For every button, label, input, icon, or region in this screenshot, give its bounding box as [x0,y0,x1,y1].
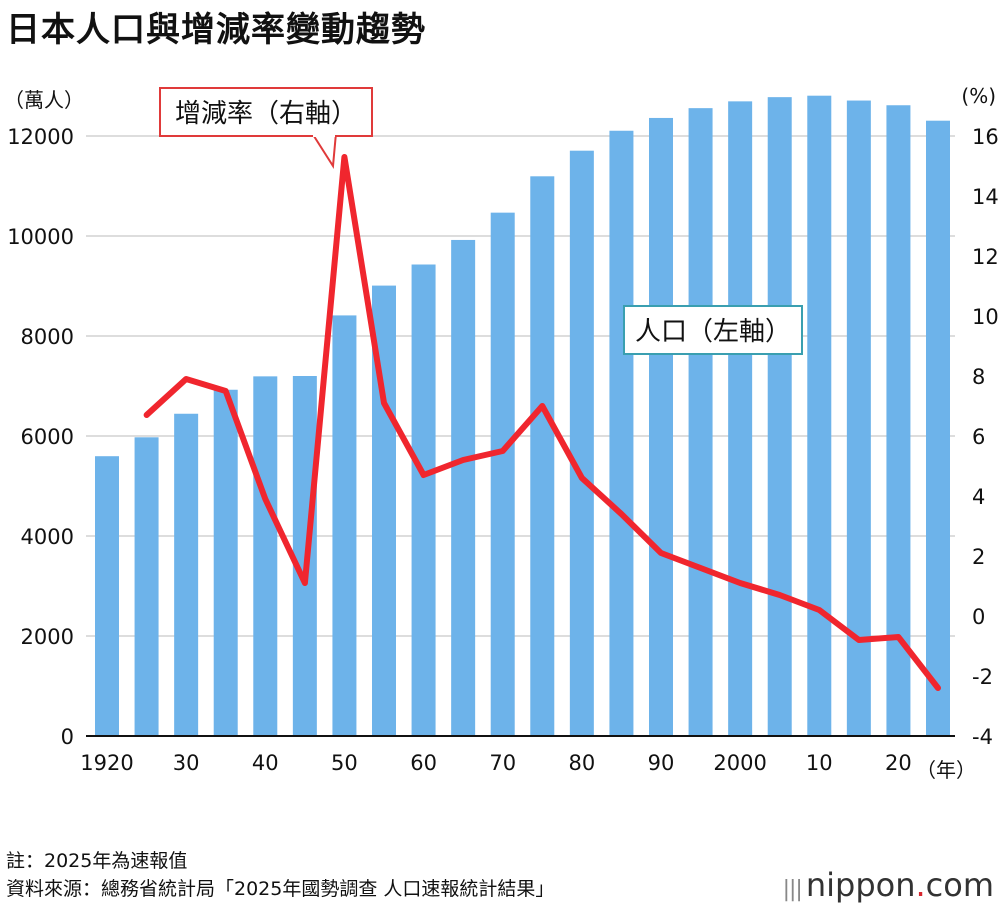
population-bar [490,212,515,736]
brand-mark-icon: ||| [782,877,803,902]
right-tick-label: 0 [972,605,985,629]
population-bar [253,376,278,736]
x-tick-label: 90 [648,751,675,775]
right-tick-label: 12 [972,245,999,269]
right-tick-label: 6 [972,425,985,449]
callout-box [159,87,373,137]
left-tick-label: 0 [61,725,74,749]
legend-growth-rate: 增減率（右軸） [175,99,357,129]
legend-population: 人口（左軸） [635,317,791,347]
x-tick-label: 80 [568,751,595,775]
x-tick-label: 30 [173,751,200,775]
note-preliminary: 註：2025年為速報值 [6,850,188,872]
right-tick-label: 16 [972,125,999,149]
x-axis-unit: （年） [916,758,976,782]
population-bar [728,101,753,737]
callout-pointer [310,132,338,170]
growth-rate-callout: 增減率（右軸） [159,87,373,170]
right-tick-label: 10 [972,305,999,329]
left-tick-label: 2000 [21,625,74,649]
left-tick-label: 4000 [21,525,74,549]
population-bar [688,108,713,736]
brand-name: nippon [805,866,916,904]
population-bar [649,117,673,736]
population-bar [609,130,634,736]
population-bar [213,389,238,736]
right-tick-label: 4 [972,485,985,509]
left-axis-unit: （萬人） [4,88,84,112]
population-bar [886,105,911,736]
right-tick-label: -2 [972,665,993,689]
population-bar [332,315,357,736]
brand-dot: . [915,866,926,904]
x-tick-label: 50 [331,751,358,775]
x-tick-label: 10 [806,751,833,775]
population-callout: 人口（左軸） [623,305,803,355]
right-tick-label: -4 [972,725,993,749]
population-bar [569,150,594,736]
population-bar [451,239,476,736]
note-source: 資料來源：總務省統計局「2025年國勢調查 人口速報統計結果」 [6,878,555,900]
population-bar [807,95,832,736]
x-tick-label: 40 [252,751,279,775]
right-tick-label: 2 [972,545,985,569]
population-bar [846,100,871,737]
chart-title: 日本人口與增減率變動趨勢 [6,10,426,50]
left-tick-label: 12000 [7,125,74,149]
x-tick-label: 60 [410,751,437,775]
population-bar [926,120,950,736]
right-tick-label: 14 [972,185,999,209]
population-bar [174,413,199,736]
brand-tld: com [925,866,994,904]
right-tick-label: 8 [972,365,985,389]
x-tick-label: 2000 [713,751,766,775]
x-tick-label: 1920 [80,751,133,775]
callout-box [623,305,803,355]
x-tick-label: 70 [489,751,516,775]
right-axis-unit: (%) [961,84,996,108]
population-bar [95,456,119,736]
x-tick-label: 20 [885,751,912,775]
growth-rate-line [143,154,941,691]
population-bar [767,97,792,736]
callout-pointer-mask [313,133,335,137]
left-tick-label: 6000 [21,425,74,449]
left-tick-label: 8000 [21,325,74,349]
population-bar [134,437,159,736]
population-bar [530,176,555,737]
left-tick-label: 10000 [7,225,74,249]
population-bar [411,264,436,736]
brand-logo: ||| nippon.com [783,866,994,904]
